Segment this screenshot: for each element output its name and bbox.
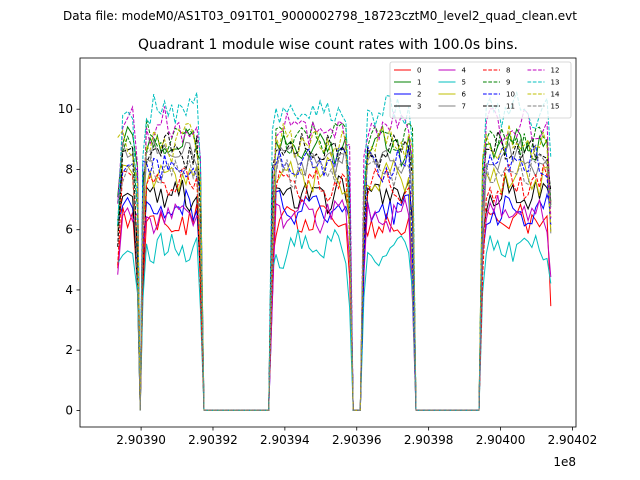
series-line-14 — [117, 122, 552, 411]
x-tick-label: 2.90392 — [188, 433, 238, 447]
plot-area — [117, 91, 552, 411]
legend-box — [389, 61, 572, 119]
x-tick-label: 2.90398 — [404, 433, 454, 447]
chart-title: Quadrant 1 module wise count rates with … — [138, 37, 518, 53]
axes: 2.90390 2.90392 2.90394 2.90396 2.90398 2.904… — [58, 57, 598, 469]
legend-label-0: 0 — [417, 67, 421, 75]
legend-label-15: 15 — [551, 103, 560, 111]
legend-label-6: 6 — [462, 91, 467, 99]
legend-label-11: 11 — [506, 103, 515, 111]
legend-label-1: 1 — [417, 79, 421, 87]
legend-label-2: 2 — [417, 91, 421, 99]
series-line-13 — [117, 91, 552, 411]
y-tick-label: 2 — [65, 343, 73, 357]
series-line-15 — [117, 149, 552, 411]
series-line-4 — [117, 194, 552, 411]
legend-label-12: 12 — [551, 67, 560, 75]
legend-label-4: 4 — [462, 67, 467, 75]
legend-label-10: 10 — [506, 91, 515, 99]
x-tick-label: 2.90394 — [260, 433, 310, 447]
legend-label-9: 9 — [506, 79, 510, 87]
series-line-0 — [117, 202, 552, 411]
y-tick-label: 10 — [58, 102, 73, 116]
x-tick-label: 2.90396 — [332, 433, 382, 447]
legend-label-3: 3 — [417, 103, 421, 111]
x-tick-label: 2.90400 — [476, 433, 526, 447]
series-line-9 — [117, 118, 552, 411]
series-line-5 — [117, 228, 552, 411]
legend-label-5: 5 — [462, 79, 466, 87]
legend-label-7: 7 — [462, 103, 466, 111]
legend-label-13: 13 — [551, 79, 560, 87]
y-tick-label: 4 — [65, 283, 73, 297]
legend-label-14: 14 — [551, 91, 560, 99]
x-axis-offset-label: 1e8 — [553, 455, 576, 469]
legend-label-8: 8 — [506, 67, 510, 75]
y-tick-label: 8 — [65, 162, 73, 176]
y-tick-label: 6 — [65, 223, 73, 237]
figure-suptitle: Data file: modeM0/AS1T03_091T01_90000027… — [63, 9, 577, 23]
x-tick-label: 2.90402 — [548, 433, 598, 447]
y-tick-label: 0 — [65, 403, 73, 417]
x-tick-label: 2.90390 — [116, 433, 166, 447]
axes-frame — [79, 57, 577, 428]
